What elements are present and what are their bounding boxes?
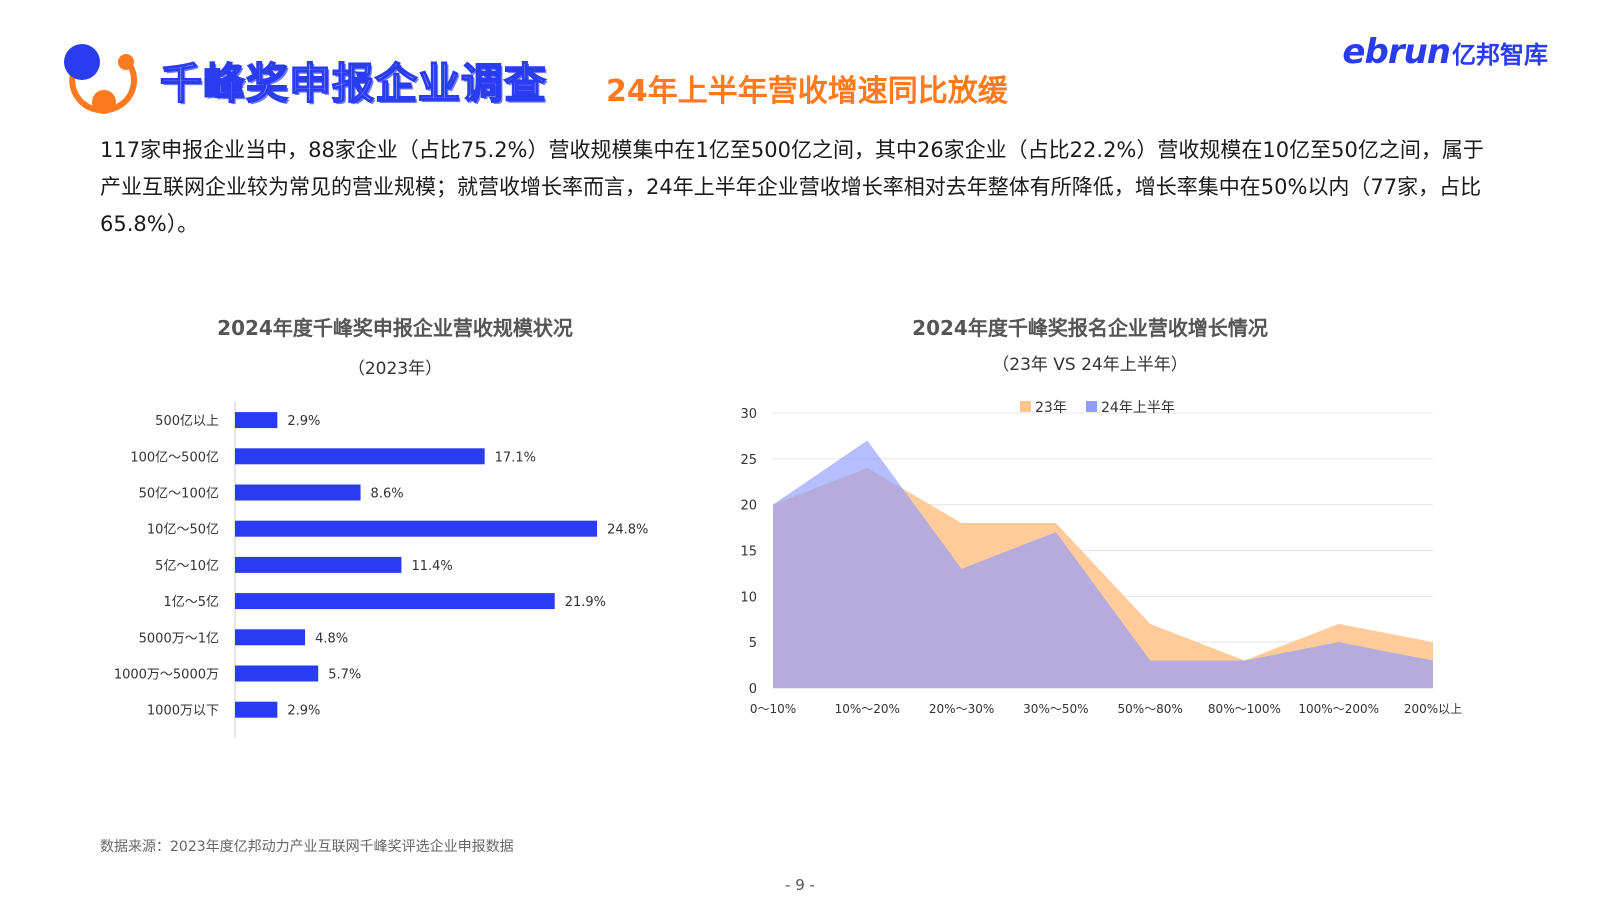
bar-rect [235, 556, 402, 573]
bar-value-label: 8.6% [371, 487, 404, 502]
bar-rect [235, 665, 319, 682]
series-area-h1-2024 [773, 440, 1433, 688]
bar-value-label: 17.1% [495, 450, 536, 465]
legend-swatch [1020, 401, 1031, 412]
x-tick-label: 80%～100% [1208, 702, 1281, 716]
x-tick-label: 200%以上 [1404, 702, 1462, 716]
bar-category-label: 50亿～100亿 [139, 487, 219, 502]
bar-rect [235, 448, 485, 465]
bar-value-label: 21.9% [565, 595, 606, 610]
brand-cn-text: 亿邦智库 [1452, 41, 1548, 69]
bar-category-label: 10亿～50亿 [147, 523, 219, 538]
x-tick-label: 50%～80% [1117, 702, 1182, 716]
legend-label: 23年 [1035, 400, 1067, 416]
area-chart-subtitle: （23年 VS 24年上半年） [992, 355, 1188, 375]
logo-mark-icon [64, 44, 137, 114]
bar-rect [235, 593, 555, 610]
bar-value-label: 2.9% [287, 414, 320, 429]
x-tick-label: 10%～20% [835, 702, 900, 716]
bar-chart-title: 2024年度千峰奖申报企业营收规模状况 [217, 316, 573, 340]
legend-label: 24年上半年 [1101, 400, 1175, 416]
brand-latin-text: ebrun [1342, 32, 1451, 72]
bar-value-label: 4.8% [315, 631, 348, 646]
bar-rect [235, 484, 361, 501]
bar-rect [235, 629, 306, 646]
page-number: - 9 - [785, 876, 815, 894]
y-tick-label: 25 [740, 453, 757, 468]
bar-category-label: 500亿以上 [155, 414, 219, 429]
bar-value-label: 11.4% [411, 559, 452, 574]
x-tick-label: 20%～30% [929, 702, 994, 716]
x-tick-label: 100%～200% [1298, 702, 1379, 716]
area-chart-title: 2024年度千峰奖报名企业营收增长情况 [912, 316, 1268, 340]
y-tick-label: 30 [740, 407, 757, 422]
bar-category-label: 1000万～5000万 [114, 668, 219, 683]
revenue-growth-area-chart: 0 5 10 15 20 25 30 0～10% 10%～20% 20%～30% 30%～50% 50… [740, 400, 1462, 716]
bar-rect [235, 701, 278, 718]
page-subtitle: 24年上半年营收增速同比放缓 [606, 74, 1008, 109]
bar-category-label: 1000万以下 [147, 704, 219, 719]
bar-chart-subtitle: （2023年） [347, 359, 443, 379]
data-source-note: 数据来源：2023年度亿邦动力产业互联网千峰奖评选企业申报数据 [100, 839, 514, 855]
legend-swatch [1086, 401, 1097, 412]
summary-paragraph: 117家申报企业当中，88家企业（占比75.2%）营收规模集中在1亿至500亿之… [100, 138, 1484, 236]
bar-category-label: 100亿～500亿 [130, 450, 219, 465]
y-tick-label: 10 [740, 590, 757, 605]
bar-rect [235, 412, 278, 429]
x-tick-label: 0～10% [750, 702, 796, 716]
x-tick-label: 30%～50% [1023, 702, 1088, 716]
revenue-scale-bar-chart: 500亿以上 2.9% 100亿～500亿 17.1% 50亿～100亿 8.6% 10亿～… [114, 402, 648, 738]
y-tick-label: 0 [749, 682, 757, 697]
bar-category-label: 1亿～5亿 [163, 595, 219, 610]
bar-category-label: 5亿～10亿 [155, 559, 219, 574]
y-tick-label: 20 [740, 499, 757, 514]
y-tick-label: 5 [749, 636, 757, 651]
y-tick-label: 15 [740, 545, 757, 560]
bar-category-label: 5000万～1亿 [139, 631, 219, 646]
bar-value-label: 5.7% [328, 668, 361, 683]
page-title: 千峰奖申报企业调查 [159, 58, 548, 109]
bar-value-label: 24.8% [607, 523, 648, 538]
bar-value-label: 2.9% [287, 704, 320, 719]
bar-rect [235, 520, 598, 537]
brand-logo: ebrun亿邦智库 [1342, 32, 1548, 72]
